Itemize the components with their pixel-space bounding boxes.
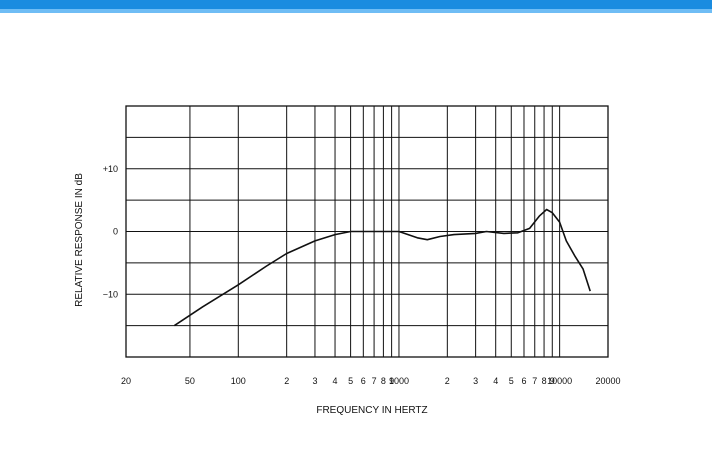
y-tick-label: 0 (113, 227, 118, 237)
x-tick-label: 6 (361, 376, 366, 386)
x-tick-label: 9 (550, 376, 555, 386)
x-axis-title: FREQUENCY IN HERTZ (316, 405, 427, 416)
x-tick-label: 8 (381, 376, 386, 386)
x-tick-label: 50 (185, 376, 195, 386)
x-tick-label: 20000 (595, 376, 620, 386)
x-tick-label: 20 (121, 376, 131, 386)
x-tick-label: 5 (348, 376, 353, 386)
y-tick-label: −10 (103, 289, 118, 299)
response-curve (173, 208, 591, 327)
x-tick-label: 10000 (547, 376, 572, 386)
y-tick-labels: +10 0 −10 (103, 164, 118, 299)
top-title-bar (0, 0, 712, 13)
x-tick-label: 4 (493, 376, 498, 386)
x-tick-label: 3 (312, 376, 317, 386)
plot-frame (125, 105, 609, 358)
x-tick-label: 9 (389, 376, 394, 386)
x-tick-label: 4 (332, 376, 337, 386)
x-tick-label: 7 (532, 376, 537, 386)
x-tick-label: 8 (542, 376, 547, 386)
x-tick-label: 3 (473, 376, 478, 386)
x-tick-label: 1000 (389, 376, 409, 386)
top-bar-highlight (0, 9, 712, 13)
x-tick-label: 6 (521, 376, 526, 386)
y-tick-label: +10 (103, 164, 118, 174)
x-tick-label: 2 (445, 376, 450, 386)
x-tick-label: 5 (509, 376, 514, 386)
x-tick-label: 7 (372, 376, 377, 386)
y-axis-title: RELATIVE RESPONSE IN dB (74, 173, 85, 307)
x-tick-label: 2 (284, 376, 289, 386)
x-tick-label: 100 (231, 376, 246, 386)
